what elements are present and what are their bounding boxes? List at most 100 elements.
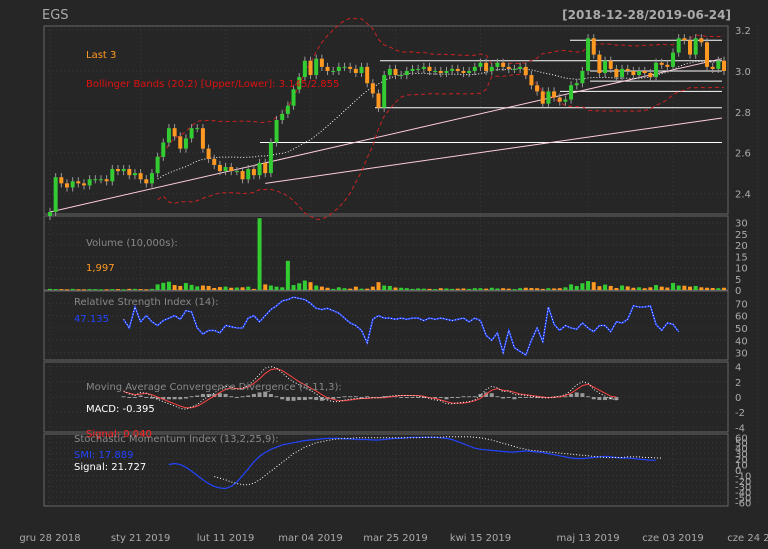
candle-body: [693, 38, 698, 55]
candle-body: [563, 99, 568, 102]
volume-bar: [625, 286, 630, 290]
macd-histogram-bar: [404, 397, 409, 398]
candle-body: [280, 113, 285, 120]
macd-histogram-bar: [614, 397, 619, 401]
volume-bar: [467, 288, 472, 290]
macd-histogram-bar: [251, 393, 256, 397]
volume-bar: [603, 284, 608, 290]
candle-body: [444, 70, 449, 73]
y-tick-label: 40: [735, 444, 748, 455]
volume-bar: [557, 288, 562, 290]
legend-macd-value: MACD: -0.395: [86, 404, 155, 415]
macd-histogram-bar: [421, 397, 426, 398]
candle-body: [399, 75, 404, 77]
candle-body: [416, 68, 421, 70]
candle-body: [53, 177, 58, 212]
candle-body: [608, 60, 613, 69]
macd-histogram-bar: [450, 397, 455, 398]
volume-bar: [552, 288, 557, 290]
macd-histogram-bar: [268, 393, 273, 397]
candle-body: [682, 38, 687, 41]
y-tick-label: -4: [735, 423, 745, 434]
y-tick-label: -10: [735, 471, 751, 482]
macd-histogram-bar: [484, 392, 489, 397]
macd-histogram-bar: [183, 397, 188, 399]
macd-histogram-bar: [399, 397, 404, 398]
macd-histogram-bar: [308, 397, 313, 400]
y-tick-label: 40: [735, 336, 748, 347]
y-tick-label: 2.6: [735, 149, 751, 160]
y-tick-label: 50: [735, 324, 748, 335]
y-tick-label: 2: [735, 378, 741, 389]
candle-body: [200, 128, 205, 149]
volume-bar: [478, 288, 483, 290]
macd-histogram-bar: [178, 397, 183, 400]
candle-body: [699, 38, 704, 43]
candle-body: [195, 128, 200, 130]
macd-histogram-bar: [149, 397, 154, 399]
volume-bar: [138, 289, 143, 291]
candle-body: [710, 66, 715, 69]
macd-histogram-bar: [569, 393, 574, 397]
y-tick-label: 70: [735, 299, 748, 310]
candle-body: [240, 171, 245, 180]
symbol-title: EGS: [42, 8, 69, 23]
macd-histogram-bar: [501, 397, 506, 399]
volume-bar: [115, 289, 120, 291]
volume-bar: [421, 288, 426, 290]
macd-histogram-bar: [586, 396, 591, 398]
volume-bar: [659, 286, 664, 290]
candle-body: [70, 181, 75, 188]
candle-body: [263, 162, 268, 174]
candle-body: [421, 66, 426, 69]
volume-bar: [280, 287, 285, 290]
candle-body: [229, 167, 234, 172]
volume-bar: [376, 282, 381, 290]
volume-bar: [614, 287, 619, 290]
volume-bar: [110, 289, 115, 291]
macd-histogram-bar: [263, 391, 268, 397]
macd-histogram-bar: [495, 396, 500, 398]
volume-bar: [393, 287, 398, 290]
macd-histogram-bar: [444, 397, 449, 400]
candle-body: [512, 68, 517, 70]
candle-body: [376, 93, 381, 108]
volume-bar: [535, 288, 540, 290]
y-tick-label: -50: [735, 493, 751, 504]
x-tick-label: mar 25 2019: [363, 533, 428, 544]
candle-body: [81, 183, 86, 186]
candle-body: [620, 68, 625, 78]
candle-body: [297, 77, 302, 90]
y-tick-label: 60: [735, 312, 748, 323]
candle-body: [121, 169, 126, 172]
volume-bar: [540, 288, 545, 290]
y-tick-label: 4: [735, 363, 741, 374]
volume-bar: [427, 288, 432, 290]
volume-bar: [206, 285, 211, 290]
x-tick-label: cze 24 2019: [727, 533, 768, 544]
candle-body: [574, 83, 579, 86]
volume-bar: [370, 286, 375, 290]
volume-bar: [155, 284, 160, 290]
y-tick-label: 10: [735, 461, 748, 472]
volume-bar: [189, 284, 194, 290]
trend-line: [49, 58, 723, 213]
volume-bar: [234, 287, 239, 290]
y-tick-label: 2.8: [735, 108, 751, 119]
candle-body: [716, 60, 721, 69]
legend-macd: Moving Average Convergence Divergence (4…: [86, 382, 342, 393]
candle-body: [433, 70, 438, 72]
volume-bar: [716, 288, 721, 290]
volume-bar: [308, 282, 313, 290]
macd-histogram-bar: [229, 396, 234, 398]
volume-bar: [64, 289, 69, 291]
x-tick-label: gru 28 2018: [19, 533, 80, 544]
candle-body: [705, 42, 710, 67]
y-tick-label: 30: [735, 219, 748, 230]
volume-bar: [444, 288, 449, 290]
volume-bar: [387, 285, 392, 290]
volume-bar: [246, 286, 251, 290]
volume-bar: [676, 285, 681, 290]
y-tick-label: 50: [735, 439, 748, 450]
candle-body: [234, 171, 239, 173]
